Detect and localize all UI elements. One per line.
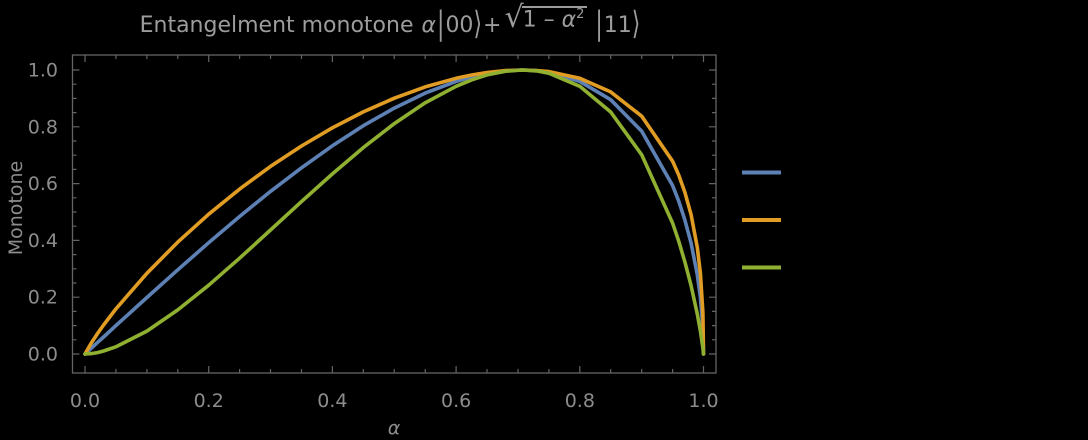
x-tick-labels: 0.0 0.2 0.4 0.6 0.8 1.0 <box>70 390 719 412</box>
ket-bar-icon: | <box>437 6 445 43</box>
ket-00-value: 00 <box>445 13 474 38</box>
plot-frame <box>71 54 717 374</box>
sqrt-expression: √ 1 – α2 <box>504 3 588 38</box>
plot-legend <box>742 170 781 270</box>
radical-icon: √ <box>504 0 524 35</box>
ket-bar-icon: | <box>595 6 603 43</box>
plot-curves <box>83 68 706 356</box>
plot-title: Entangelment monotone α |00⟩ + √ 1 – α2 |… <box>60 3 720 43</box>
x-tick-label: 0.0 <box>70 390 100 412</box>
ket-11: |11⟩ <box>594 6 640 42</box>
title-alpha-symbol: α <box>421 13 437 38</box>
curve-orange-curve <box>83 68 706 356</box>
right-angle-bracket-icon: ⟩ <box>473 6 483 43</box>
y-tick-label: 0.8 <box>28 116 58 138</box>
plus-sign: + <box>483 13 502 38</box>
y-axis-label: Monotone <box>5 161 27 256</box>
x-tick-label: 0.6 <box>441 390 471 412</box>
y-tick-label: 0.0 <box>28 344 58 366</box>
y-tick-labels: 0.0 0.2 0.4 0.6 0.8 1.0 <box>28 60 58 366</box>
y-tick-label: 0.2 <box>28 287 58 309</box>
x-tick-label: 0.2 <box>194 390 224 412</box>
curve-blue-curve <box>83 68 706 356</box>
radicand-exponent: 2 <box>576 7 585 22</box>
curve-green-curve <box>83 68 706 356</box>
x-tick-label: 1.0 <box>688 390 718 412</box>
ket-00: |00⟩ <box>436 6 482 42</box>
x-tick-label: 0.4 <box>317 390 347 412</box>
y-tick-label: 0.6 <box>28 173 58 195</box>
x-tick-label: 0.8 <box>565 390 595 412</box>
title-text: Entangelment monotone <box>139 13 414 38</box>
x-axis-label: α <box>388 417 401 439</box>
right-angle-bracket-icon: ⟩ <box>631 6 641 43</box>
radicand-text: 1 – <box>522 7 562 33</box>
y-tick-label: 0.4 <box>28 230 58 252</box>
y-tick-label: 1.0 <box>28 60 58 82</box>
tick-marks <box>72 55 716 373</box>
radicand-alpha: α <box>561 7 577 33</box>
radicand: 1 – α2 <box>521 6 588 33</box>
ket-11-value: 11 <box>603 13 632 38</box>
